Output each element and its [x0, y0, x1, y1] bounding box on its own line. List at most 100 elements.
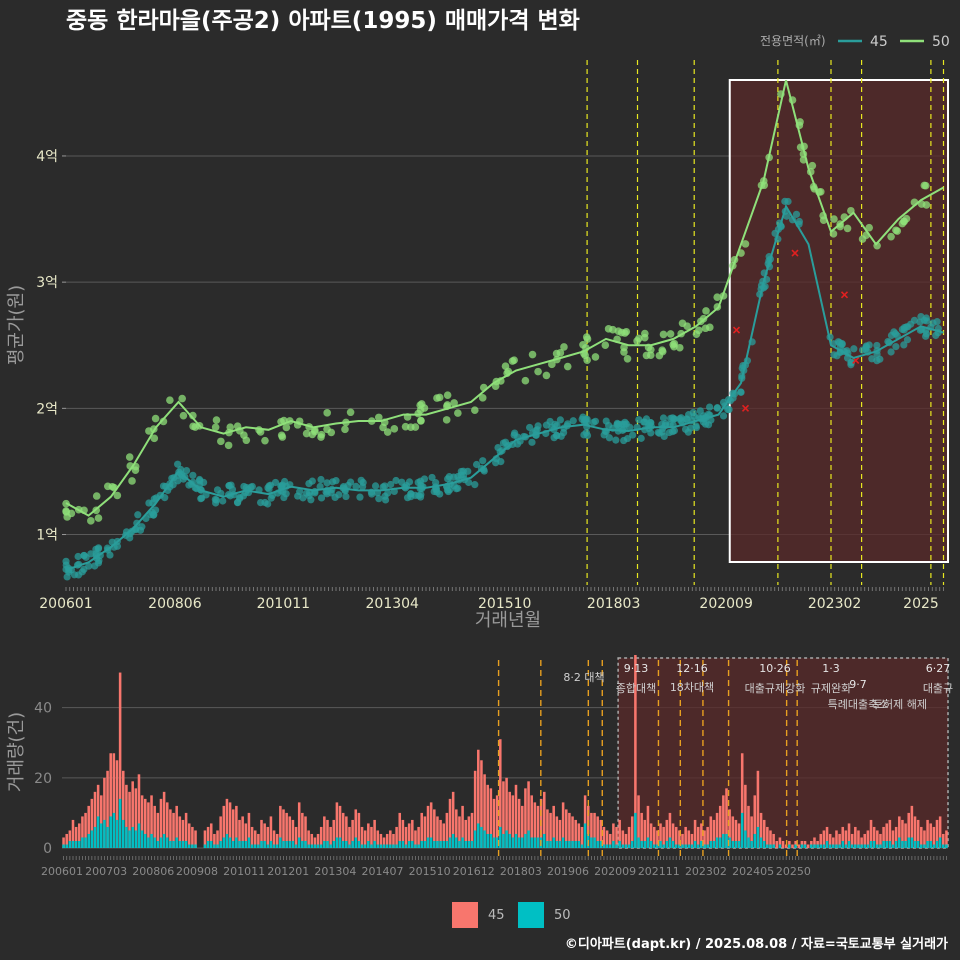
bar-45: [81, 816, 84, 848]
bar-50: [929, 840, 932, 848]
data-point-45: [342, 492, 350, 501]
bar-45: [866, 830, 870, 848]
bar-50: [766, 844, 769, 848]
data-point-45: [550, 434, 558, 442]
bar-45: [363, 830, 367, 848]
data-point-50: [521, 376, 530, 385]
bar-50: [398, 840, 402, 848]
bar-45: [184, 812, 188, 848]
bar-45: [555, 816, 559, 848]
bar-50: [499, 826, 502, 848]
data-point-45: [316, 482, 324, 491]
bar-45: [304, 816, 307, 848]
bottom-x-tick-label: 200806: [132, 865, 174, 878]
outlier-cross: [741, 404, 750, 412]
policy-date-label: 12·16: [676, 662, 708, 675]
bar-45: [131, 781, 134, 848]
data-point-45: [605, 434, 613, 442]
bar-45: [938, 816, 942, 848]
bar-45: [109, 753, 112, 848]
data-point-45: [307, 496, 315, 504]
bar-45: [348, 826, 351, 848]
bar-45: [706, 826, 709, 848]
bar-45: [489, 788, 493, 848]
data-point-45: [713, 404, 721, 412]
top-x-tick-label: 201803: [587, 596, 640, 612]
bar-45: [291, 819, 295, 848]
data-point-50: [922, 201, 931, 209]
data-point-50: [417, 400, 426, 408]
bar-50: [715, 837, 719, 848]
bottom-x-tick-label: 202405: [732, 865, 774, 878]
bar-45: [162, 791, 166, 848]
policy-date-label: 9·7: [849, 678, 867, 691]
bar-45: [533, 802, 537, 848]
bar-50: [605, 844, 609, 848]
bar-50: [373, 840, 376, 848]
bar-50: [558, 840, 562, 848]
bar-50: [681, 844, 684, 848]
bar-50: [728, 837, 731, 848]
top-y-tick-label: 1억: [36, 528, 58, 544]
series-line-45: [65, 203, 944, 571]
policy-annotations: 8·2 대책 9·13 종합대책 12·16 18차대책 10·26 대출규제강화 1·3 규제…: [563, 662, 953, 711]
bar-45: [546, 809, 549, 848]
bar-50: [81, 837, 84, 848]
bar-50: [458, 840, 461, 848]
data-point-50: [150, 434, 159, 443]
bar-45: [703, 830, 706, 848]
bar-45: [112, 753, 116, 848]
bar-50: [634, 812, 637, 848]
data-point-45: [887, 348, 895, 356]
bar-45: [740, 753, 744, 848]
bar-50: [65, 844, 68, 848]
bar-45: [521, 805, 524, 848]
bar-45: [147, 802, 150, 848]
bar-45: [282, 809, 285, 848]
bar-50: [942, 844, 945, 848]
data-point-50: [323, 409, 331, 417]
bar-50: [885, 840, 889, 848]
bar-45: [247, 812, 251, 848]
data-point-50: [145, 427, 153, 435]
data-point-45: [659, 414, 668, 422]
bar-50: [156, 840, 160, 848]
bar-50: [106, 826, 109, 848]
bottom-y-axis-label: 거래량(건): [6, 712, 27, 792]
data-point-50: [898, 219, 907, 228]
bar-45: [652, 826, 656, 848]
bar-50: [297, 837, 301, 848]
bar-45: [530, 795, 533, 848]
bar-45: [894, 826, 898, 848]
bar-50: [627, 844, 631, 848]
top-x-ticks: 200601 200806 201011 201304 201510 201803 2020…: [39, 596, 939, 612]
bar-45: [370, 826, 373, 848]
bar-50: [857, 844, 860, 848]
bar-45: [392, 833, 395, 848]
data-point-50: [454, 409, 462, 417]
bar-50: [109, 816, 112, 848]
bar-50: [706, 844, 709, 848]
bar-50: [596, 840, 599, 848]
data-point-45: [900, 323, 908, 332]
bar-45: [841, 826, 845, 848]
top-x-tick-label: 200601: [39, 596, 92, 612]
bar-45: [477, 749, 480, 848]
bar-50: [552, 837, 555, 848]
data-point-45: [323, 479, 331, 487]
bar-50: [825, 840, 829, 848]
data-point-45: [134, 511, 142, 519]
bar-50: [778, 844, 782, 848]
data-point-50: [678, 319, 687, 328]
bar-45: [411, 819, 414, 848]
bar-50: [445, 840, 449, 848]
data-point-50: [659, 330, 668, 339]
bar-45: [904, 823, 907, 848]
bar-45: [593, 812, 596, 848]
bar-50: [103, 819, 106, 848]
bar-45: [737, 823, 741, 848]
bottom-policy-lines: [497, 660, 798, 858]
bar-50: [624, 844, 628, 848]
bar-45: [467, 816, 471, 848]
